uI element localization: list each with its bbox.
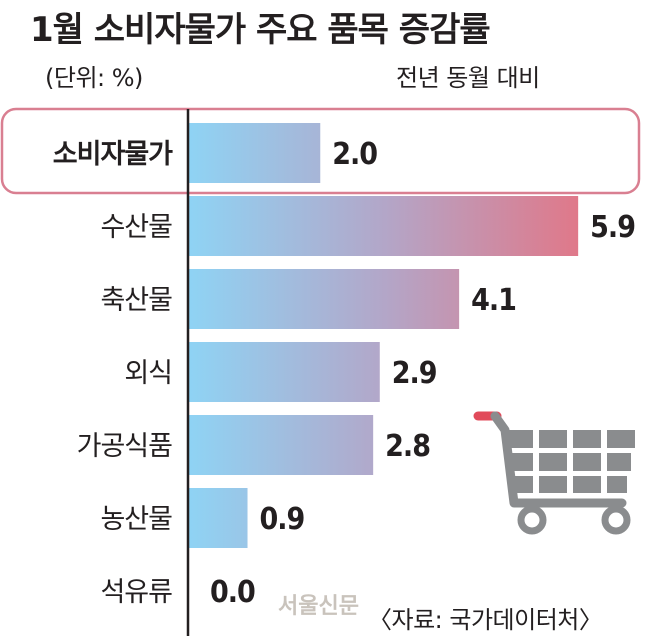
value-label-4: 2.8 — [385, 429, 430, 464]
category-label-6: 석유류 — [100, 577, 172, 608]
value-label-6: 0.0 — [210, 575, 255, 610]
value-label-3: 2.9 — [392, 356, 437, 391]
category-label-0: 소비자물가 — [53, 139, 173, 170]
bars-group — [188, 123, 579, 548]
category-label-5: 농산물 — [100, 504, 172, 535]
source-label: 〈자료: 국가데이터처〉 — [368, 606, 603, 634]
bar-2 — [188, 269, 460, 329]
value-label-1: 5.9 — [590, 210, 635, 245]
watermark: 서울신문 — [278, 594, 359, 619]
series-label: 전년 동월 대비 — [396, 64, 540, 92]
value-label-5: 0.9 — [260, 502, 305, 537]
highlight-box — [0, 107, 641, 195]
category-label-2: 축산물 — [100, 285, 172, 316]
bar-3 — [188, 342, 380, 402]
shopping-cart-icon — [473, 411, 635, 535]
value-label-2: 4.1 — [471, 283, 516, 318]
category-label-4: 가공식품 — [77, 431, 173, 462]
category-label-3: 외식 — [124, 358, 172, 389]
bar-4 — [188, 415, 374, 475]
chart-title: 1월 소비자물가 주요 품목 증감률 — [30, 10, 491, 50]
value-labels: 2.0 5.9 4.1 2.9 2.8 0.9 0.0 — [210, 137, 636, 610]
unit-label: (단위: %) — [45, 64, 143, 92]
bar-1 — [188, 196, 579, 256]
category-label-1: 수산물 — [100, 212, 172, 243]
bar-5 — [188, 488, 248, 548]
bar-0 — [188, 123, 321, 183]
value-label-0: 2.0 — [332, 137, 377, 172]
